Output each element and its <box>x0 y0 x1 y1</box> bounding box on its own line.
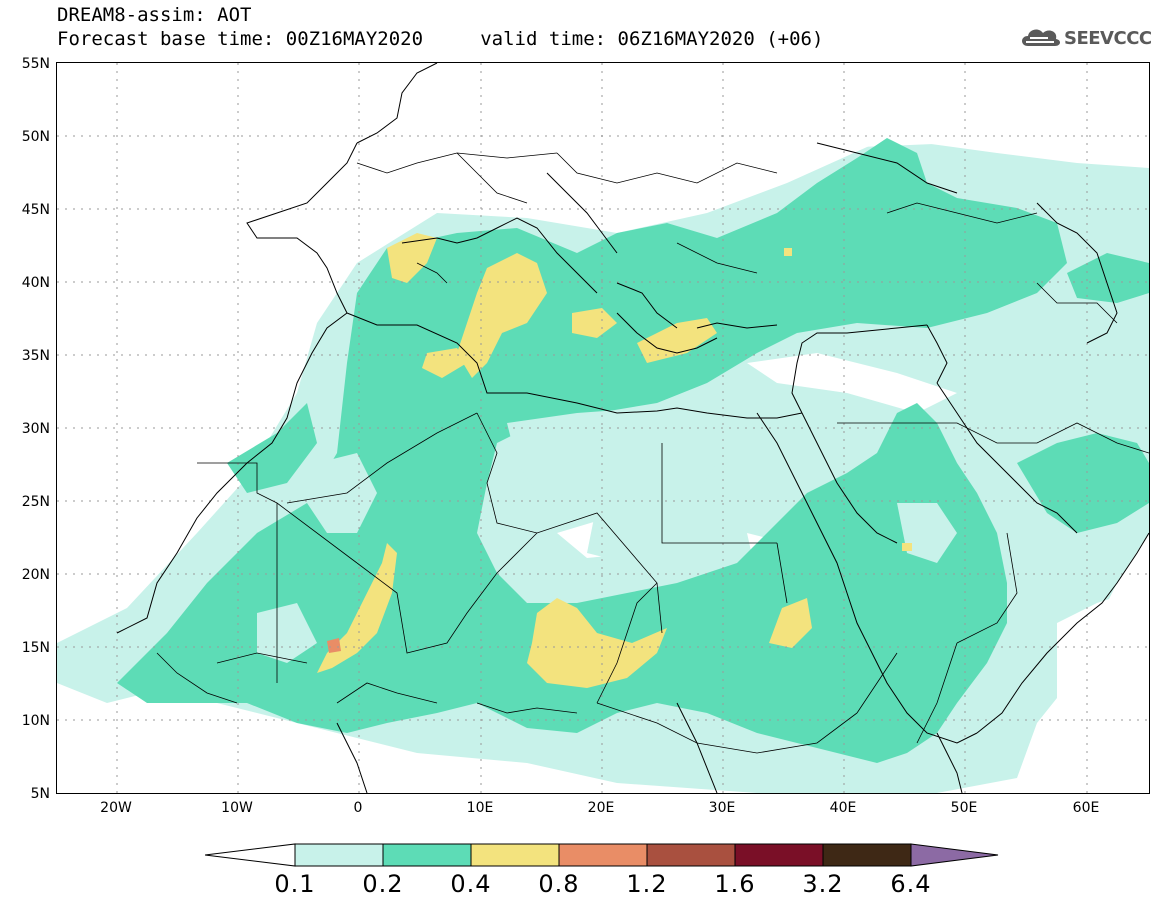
lat-label-15n: 15N <box>21 640 50 656</box>
lon-label-20e: 20E <box>587 800 615 816</box>
lat-label-10n: 10N <box>21 713 50 729</box>
colorbar-segment-1-6 <box>734 843 824 867</box>
lat-label-55n: 55N <box>21 56 50 72</box>
colorbar-segment-0-8 <box>558 843 648 867</box>
aot-map <box>57 63 1149 793</box>
aot-colorbar <box>205 843 999 867</box>
lat-label-50n: 50N <box>21 129 50 145</box>
lon-label-10w: 10W <box>221 800 253 816</box>
colorbar-segment-below-0-1 <box>205 843 296 867</box>
lon-label-60e: 60E <box>1072 800 1100 816</box>
colorbar-label-0-4: 0.4 <box>450 870 492 898</box>
lat-label-20n: 20N <box>21 567 50 583</box>
colorbar-label-0-2: 0.2 <box>362 870 404 898</box>
lat-label-35n: 35N <box>21 348 50 364</box>
lon-label-40e: 40E <box>829 800 857 816</box>
aot-band-0-4 <box>317 233 912 688</box>
colorbar-segment-0-4 <box>470 843 560 867</box>
lat-label-45n: 45N <box>21 202 50 218</box>
colorbar-segment-3-2 <box>822 843 912 867</box>
lat-label-40n: 40N <box>21 275 50 291</box>
colorbar-label-6-4: 6.4 <box>890 870 932 898</box>
lat-label-25n: 25N <box>21 494 50 510</box>
colorbar-segment-1-2 <box>646 843 736 867</box>
colorbar-label-1-2: 1.2 <box>626 870 668 898</box>
colorbar-label-3-2: 3.2 <box>802 870 844 898</box>
colorbar-label-1-6: 1.6 <box>714 870 756 898</box>
logo-text: SEEVCCC <box>1064 28 1152 49</box>
map-gridlines <box>57 63 1149 793</box>
lon-label-20w: 20W <box>100 800 132 816</box>
lat-label-5n: 5N <box>30 786 50 802</box>
seevccc-logo: SEEVCCC <box>1018 22 1153 56</box>
map-panel <box>56 62 1150 794</box>
aot-band-0-8 <box>327 638 341 653</box>
lon-label-30e: 30E <box>708 800 736 816</box>
country-borders <box>156 152 1149 754</box>
colorbar-segment-0-1 <box>294 843 384 867</box>
lat-label-30n: 30N <box>21 421 50 437</box>
colorbar-label-0-1: 0.1 <box>274 870 316 898</box>
lon-label-50e: 50E <box>950 800 978 816</box>
lon-label-0: 0 <box>353 800 363 816</box>
lon-label-10e: 10E <box>466 800 494 816</box>
aot-band-0-2 <box>117 138 1149 763</box>
map-title: DREAM8-assim: AOT <box>57 4 252 26</box>
colorbar-label-0-8: 0.8 <box>538 870 580 898</box>
colorbar-segment-0-2 <box>382 843 472 867</box>
colorbar-segment-above-6-4 <box>910 843 999 867</box>
forecast-time-line: Forecast base time: 00Z16MAY2020 valid t… <box>57 28 824 50</box>
cloud-icon <box>1022 29 1061 46</box>
